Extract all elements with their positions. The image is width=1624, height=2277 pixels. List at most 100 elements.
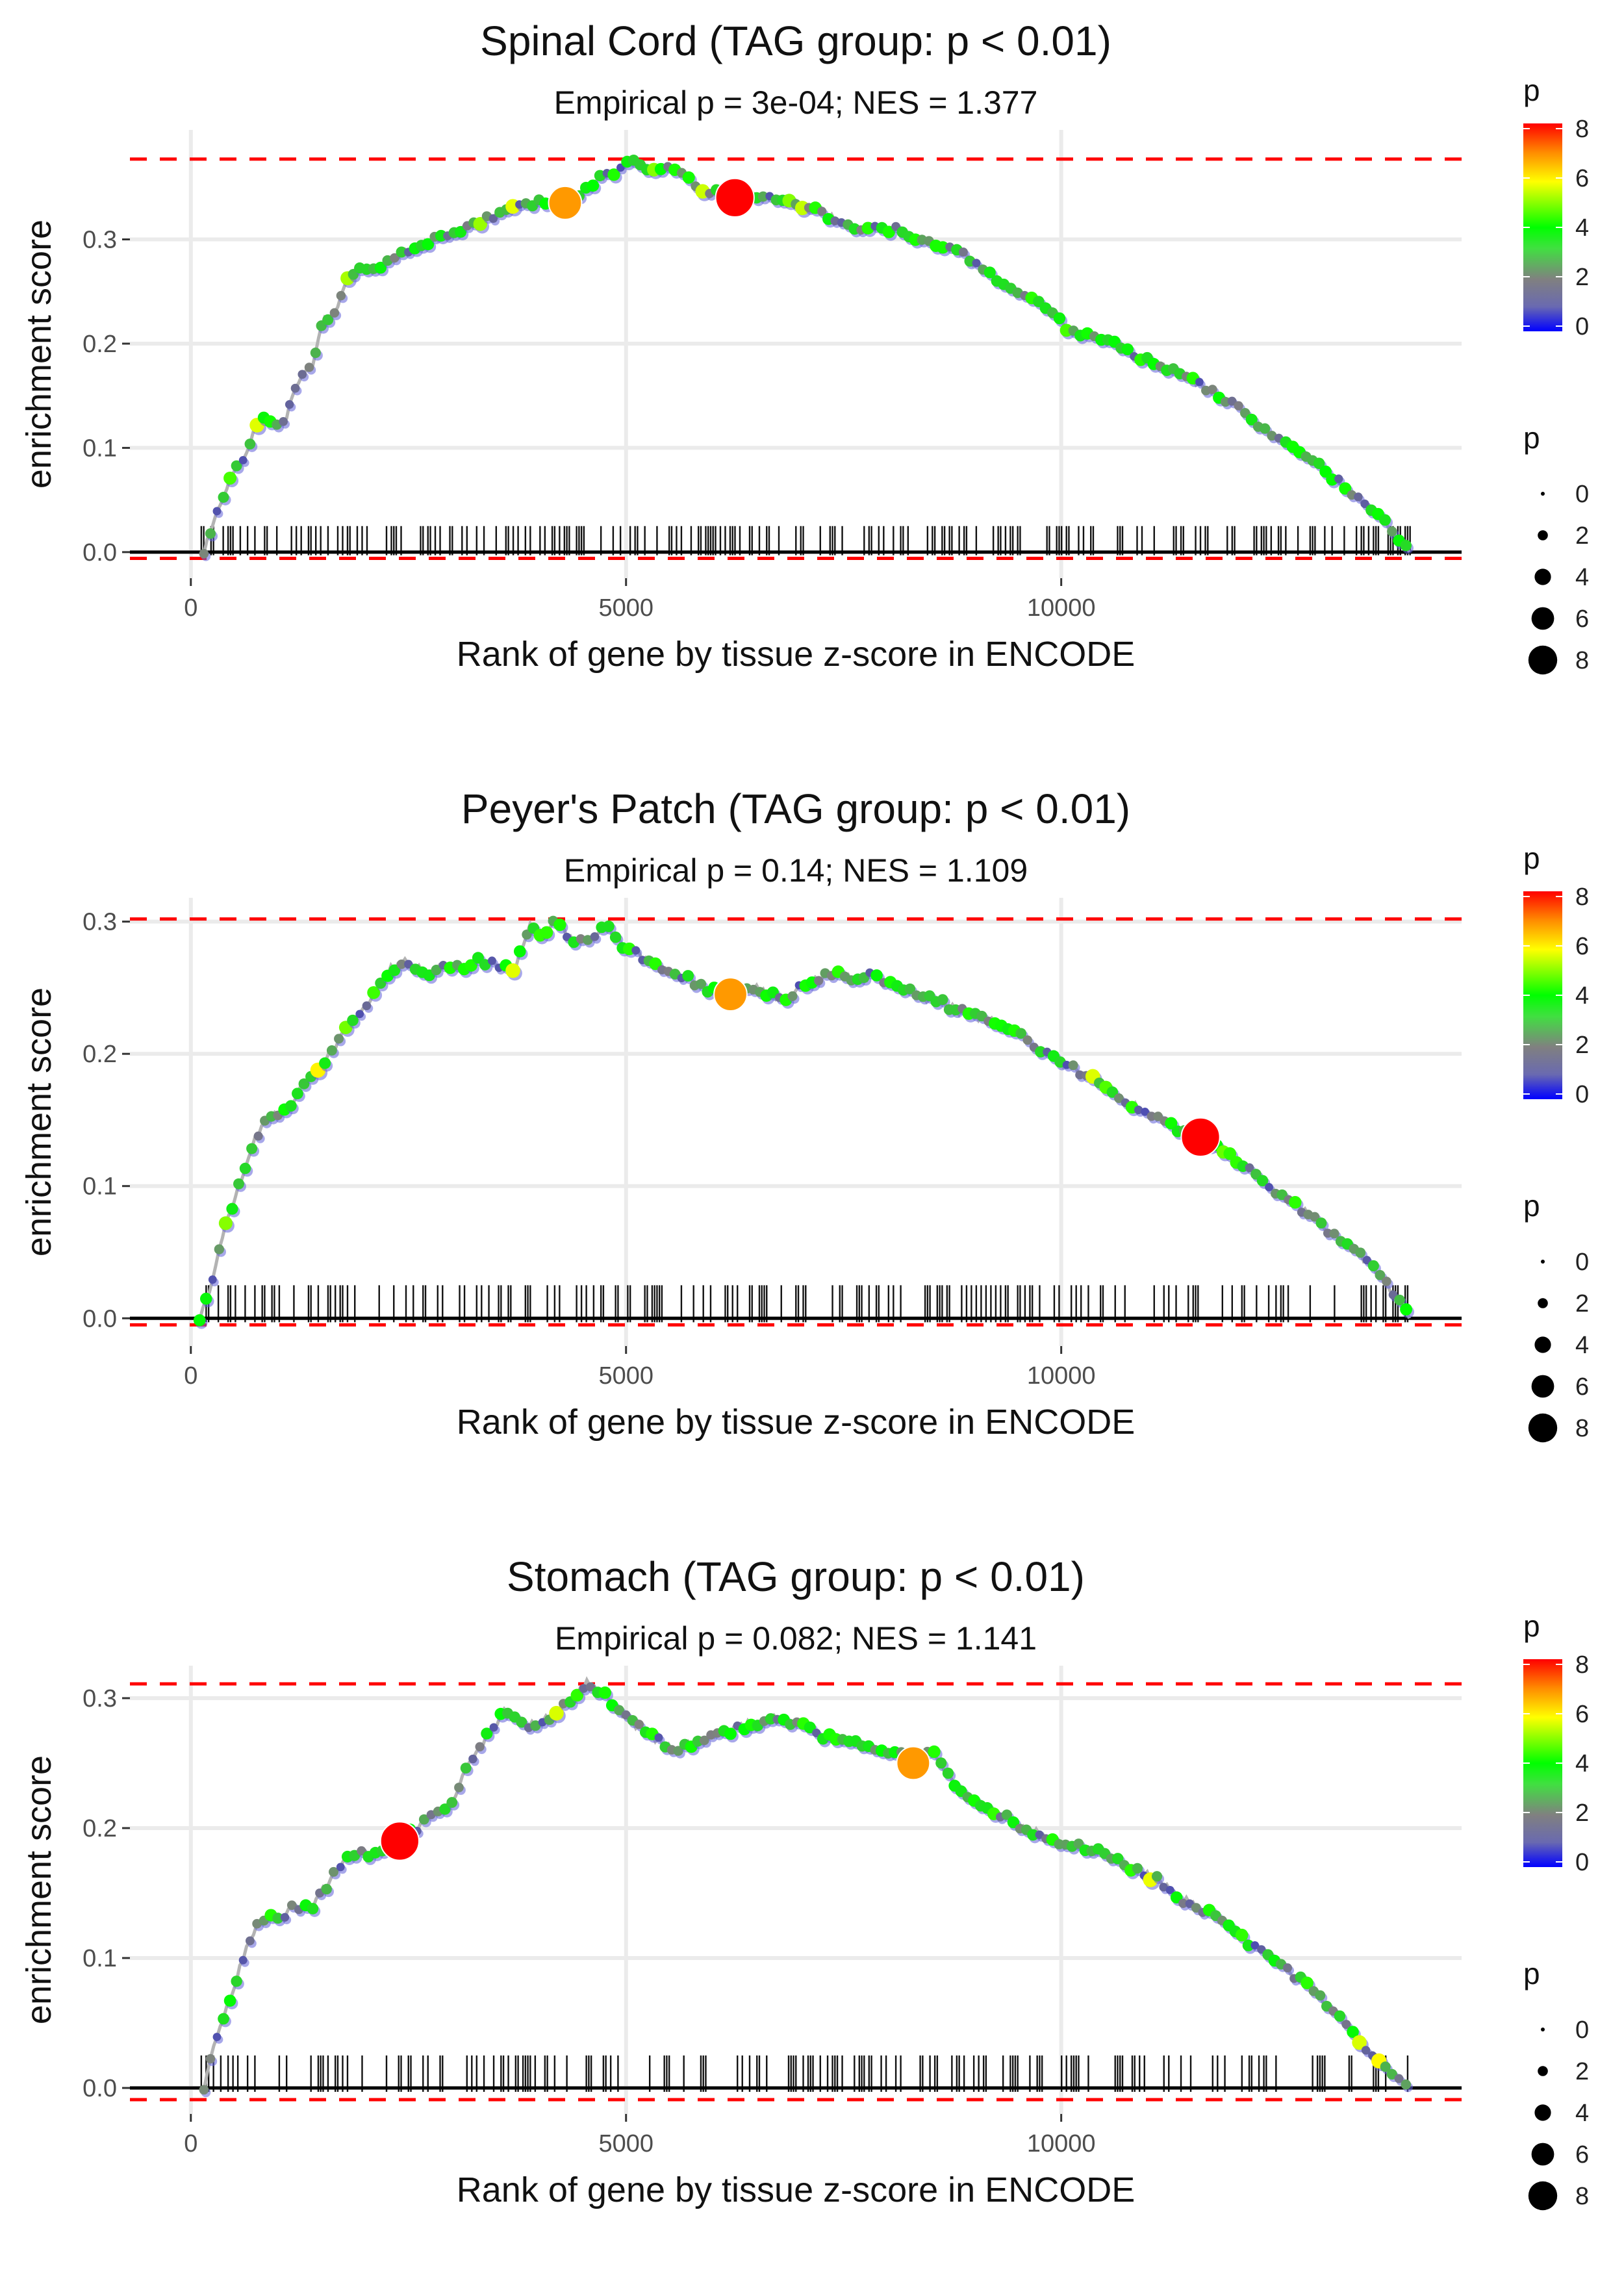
curve-point	[1260, 423, 1271, 434]
curve-point	[475, 1742, 485, 1751]
color-legend-label: 6	[1575, 1701, 1589, 1728]
chart-title: Spinal Cord (TAG group: p < 0.01)	[480, 18, 1111, 64]
curve-point	[326, 1045, 337, 1056]
curve-point	[212, 507, 222, 516]
curve-point	[1235, 1928, 1249, 1942]
curve-point	[1361, 2046, 1371, 2055]
curve-point	[1113, 1093, 1124, 1103]
curve-point	[473, 217, 488, 231]
curve-point	[1007, 1816, 1020, 1829]
curve-point	[460, 1762, 472, 1774]
curve-point	[357, 1846, 366, 1856]
curve-point	[1352, 2035, 1367, 2050]
highlight-point	[896, 1746, 931, 1781]
size-legend-label: 2	[1575, 2058, 1589, 2085]
curve-point	[1334, 2010, 1346, 2022]
curve-point	[1208, 385, 1217, 394]
size-legend-label: 0	[1575, 2016, 1589, 2044]
curve-point	[292, 1088, 303, 1100]
curve-point	[1400, 539, 1412, 552]
curve-point	[336, 290, 346, 301]
size-legend-label: 8	[1575, 2183, 1589, 2210]
curve-point	[244, 439, 256, 450]
curve-point	[388, 964, 401, 976]
curve-point	[464, 959, 477, 972]
curve-point	[570, 1688, 584, 1702]
curve-point	[787, 991, 798, 1001]
color-legend-label: 8	[1575, 884, 1589, 911]
curve-point	[285, 1100, 297, 1112]
curve-point	[1300, 1976, 1313, 1990]
curve-point	[516, 1716, 527, 1728]
curve-point	[489, 1723, 498, 1732]
curve-point	[472, 952, 484, 964]
x-tick-label: 5000	[598, 594, 653, 622]
curve-point	[238, 455, 247, 464]
size-legend-label: 8	[1575, 647, 1589, 674]
curve-point	[1355, 1247, 1366, 1258]
size-legend-symbol	[1531, 2143, 1554, 2166]
curve-point	[214, 1244, 224, 1254]
y-tick-label: 0.3	[82, 909, 117, 936]
color-legend-label: 2	[1575, 264, 1589, 291]
curve-point	[1347, 2026, 1359, 2038]
curve-point	[830, 216, 840, 225]
size-legend-label: 6	[1575, 2141, 1589, 2169]
curve-point	[396, 246, 407, 258]
curve-point	[1242, 1939, 1254, 1952]
color-legend-label: 6	[1575, 165, 1589, 192]
curve-point	[817, 207, 827, 216]
curve-point	[298, 370, 307, 379]
highlight-point	[715, 177, 755, 218]
curve-point	[609, 931, 622, 943]
y-tick-label: 0.2	[82, 1815, 117, 1842]
curve-point	[468, 1754, 477, 1764]
curve-point	[1267, 431, 1277, 441]
y-tick-label: 0.1	[82, 1945, 117, 1972]
x-axis-title: Rank of gene by tissue z-score in ENCODE	[457, 1403, 1135, 1442]
curve-point	[587, 179, 600, 192]
color-legend-label: 0	[1575, 1849, 1589, 1876]
curve-point	[286, 1900, 297, 1910]
y-tick-label: 0.3	[82, 226, 117, 253]
curve-point	[321, 1883, 332, 1895]
size-legend-label: 0	[1575, 481, 1589, 508]
curve-point	[522, 929, 532, 940]
curve-point	[1134, 1105, 1143, 1115]
curve-point	[205, 2054, 216, 2064]
curve-point	[579, 1684, 589, 1693]
x-tick-label: 0	[184, 594, 197, 622]
curve-point	[246, 1143, 258, 1154]
size-legend-label: 2	[1575, 1290, 1589, 1317]
curve-point	[530, 1720, 541, 1731]
curve-point	[1227, 396, 1237, 406]
curve-point	[696, 978, 707, 989]
curve-point	[936, 241, 950, 254]
color-legend-label: 4	[1575, 982, 1589, 1010]
curve-point	[553, 918, 566, 932]
curve-point	[362, 1001, 372, 1010]
curve-point	[1315, 1990, 1326, 2001]
curve-point	[1394, 2074, 1404, 2083]
curve-point	[673, 1746, 683, 1756]
curve-point	[1341, 2020, 1351, 2029]
curve-point	[218, 491, 229, 503]
curve-point	[607, 168, 620, 181]
curve-point	[1195, 377, 1204, 387]
curve-point	[935, 1757, 947, 1769]
color-legend-label: 4	[1575, 214, 1589, 242]
curve-point	[1151, 1871, 1163, 1882]
curve-point	[904, 983, 916, 995]
curve-point	[347, 1014, 359, 1026]
x-tick-label: 10000	[1027, 1362, 1096, 1390]
curve-point	[439, 1803, 451, 1815]
y-tick-label: 0.2	[82, 331, 117, 358]
curve-point	[390, 253, 400, 263]
curve-point	[1159, 1883, 1168, 1892]
curve-point	[1245, 413, 1258, 426]
curve-point	[1132, 1863, 1143, 1874]
color-legend-label: 2	[1575, 1800, 1589, 1827]
size-legend-label: 0	[1575, 1249, 1589, 1276]
curve-point	[757, 191, 768, 202]
curve-point	[1106, 1086, 1119, 1098]
